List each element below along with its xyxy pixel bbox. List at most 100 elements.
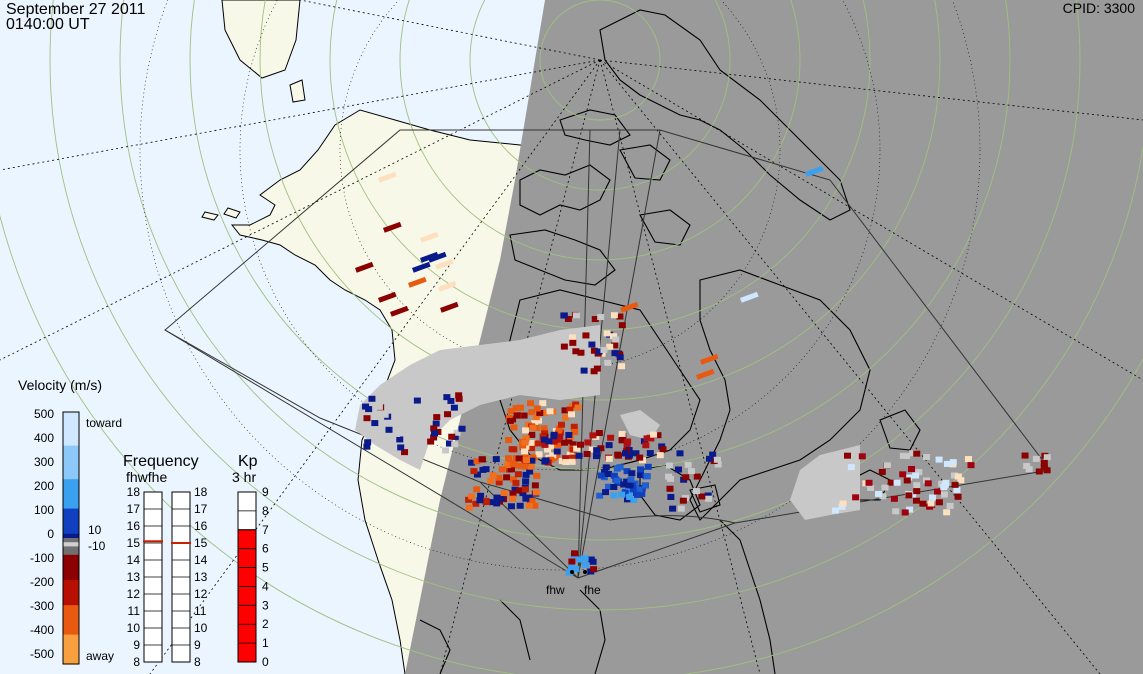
velocity-colorbar-segment — [63, 454, 79, 459]
velocity-cell — [912, 497, 920, 504]
velocity-cell — [940, 491, 948, 498]
velocity-cell — [445, 440, 453, 447]
velocity-tick-label: -100 — [30, 551, 54, 565]
velocity-cell — [544, 446, 552, 453]
velocity-cell — [435, 258, 454, 270]
frequency-tick-right: 11 — [194, 604, 207, 618]
velocity-cell — [624, 438, 632, 445]
velocity-cell — [565, 432, 573, 439]
frequency-tick-right: 14 — [194, 553, 208, 567]
velocity-cell — [905, 492, 913, 499]
velocity-cell — [595, 348, 603, 355]
velocity-colorbar-segment — [63, 634, 79, 640]
velocity-cell — [874, 490, 882, 497]
velocity-cell — [515, 462, 523, 469]
velocity-cell — [611, 342, 619, 349]
velocity-cell — [561, 407, 569, 414]
velocity-cell — [565, 569, 573, 576]
velocity-cell — [492, 456, 500, 463]
velocity-cell — [397, 444, 405, 451]
velocity-cell — [602, 464, 610, 471]
velocity-colorbar-segment — [63, 630, 79, 636]
velocity-colorbar-segment — [63, 575, 79, 581]
velocity-cell — [511, 486, 519, 493]
velocity-cell — [505, 414, 513, 421]
velocity-cell — [705, 455, 713, 462]
velocity-cell — [534, 417, 542, 424]
velocity-cell — [603, 330, 611, 337]
velocity-cell — [521, 486, 529, 493]
velocity-colorbar-segment — [63, 546, 79, 552]
velocity-cell — [704, 495, 712, 502]
velocity-cell — [476, 497, 484, 504]
velocity-cell — [940, 484, 948, 491]
velocity-cell — [495, 479, 503, 486]
velocity-cell — [713, 456, 721, 463]
velocity-cell — [528, 431, 536, 438]
velocity-cell — [363, 415, 371, 422]
velocity-cell — [666, 485, 674, 492]
velocity-colorbar-segment — [63, 529, 79, 535]
velocity-cell — [847, 464, 855, 471]
magnetic-latitude-circles — [139, 0, 981, 571]
velocity-cell — [590, 347, 598, 354]
frequency-tick-right: 15 — [194, 536, 208, 550]
velocity-cell — [630, 496, 638, 503]
velocity-cell — [887, 479, 895, 486]
velocity-cell — [569, 441, 577, 448]
velocity-cell — [700, 353, 719, 365]
velocity-cell — [468, 493, 476, 500]
velocity-cell — [375, 403, 383, 410]
velocity-cell — [831, 507, 839, 514]
velocity-cell — [413, 397, 421, 404]
velocity-cell — [949, 459, 957, 466]
velocity-colorbar-segment — [63, 441, 79, 447]
velocity-cell — [522, 478, 530, 485]
velocity-cell — [597, 314, 605, 321]
ground-scatter-upper-label: 10 — [88, 523, 102, 537]
velocity-cell — [704, 492, 712, 499]
velocity-cell — [618, 322, 626, 329]
velocity-cell — [521, 439, 529, 446]
frequency-tick-left: 17 — [127, 502, 141, 516]
velocity-cell — [495, 474, 503, 481]
velocity-colorbar-segment — [63, 458, 79, 463]
ground-scatter — [355, 325, 860, 520]
velocity-cell — [519, 490, 527, 497]
velocity-cell — [534, 440, 542, 447]
velocity-cell — [927, 500, 935, 507]
velocity-cell — [509, 495, 517, 502]
velocity-tick-label: -300 — [30, 599, 54, 613]
velocity-cell — [396, 436, 404, 443]
velocity-cell — [535, 451, 543, 458]
velocity-colorbar-segment — [63, 554, 79, 560]
velocity-colorbar-segment — [63, 605, 79, 610]
velocity-colorbar-segment — [63, 580, 79, 585]
velocity-cell — [644, 463, 652, 470]
velocity-cell — [890, 495, 898, 502]
velocity-cell — [430, 434, 438, 441]
velocity-cell — [647, 435, 655, 442]
velocity-cell — [582, 332, 590, 339]
velocity-cell — [604, 359, 612, 366]
velocity-cell — [933, 488, 941, 495]
velocity-cell — [946, 502, 954, 509]
velocity-colorbar-segment — [63, 517, 79, 522]
velocity-cell — [642, 442, 650, 449]
velocity-colorbar-segment — [63, 622, 79, 627]
velocity-cell — [522, 435, 530, 442]
frequency-tick-left: 11 — [128, 604, 141, 618]
ground-scatter-lower-label: -10 — [88, 539, 106, 553]
velocity-cell — [669, 505, 677, 512]
frequency-tick-left: 13 — [127, 570, 141, 584]
velocity-cell — [516, 404, 524, 411]
kp-bar-fill — [237, 529, 257, 663]
velocity-cell — [577, 441, 585, 448]
velocity-cell — [529, 424, 537, 431]
velocity-cell — [424, 406, 432, 413]
velocity-colorbar-segment — [63, 412, 79, 417]
velocity-colorbar-segment — [63, 437, 79, 442]
velocity-cell — [527, 400, 535, 407]
